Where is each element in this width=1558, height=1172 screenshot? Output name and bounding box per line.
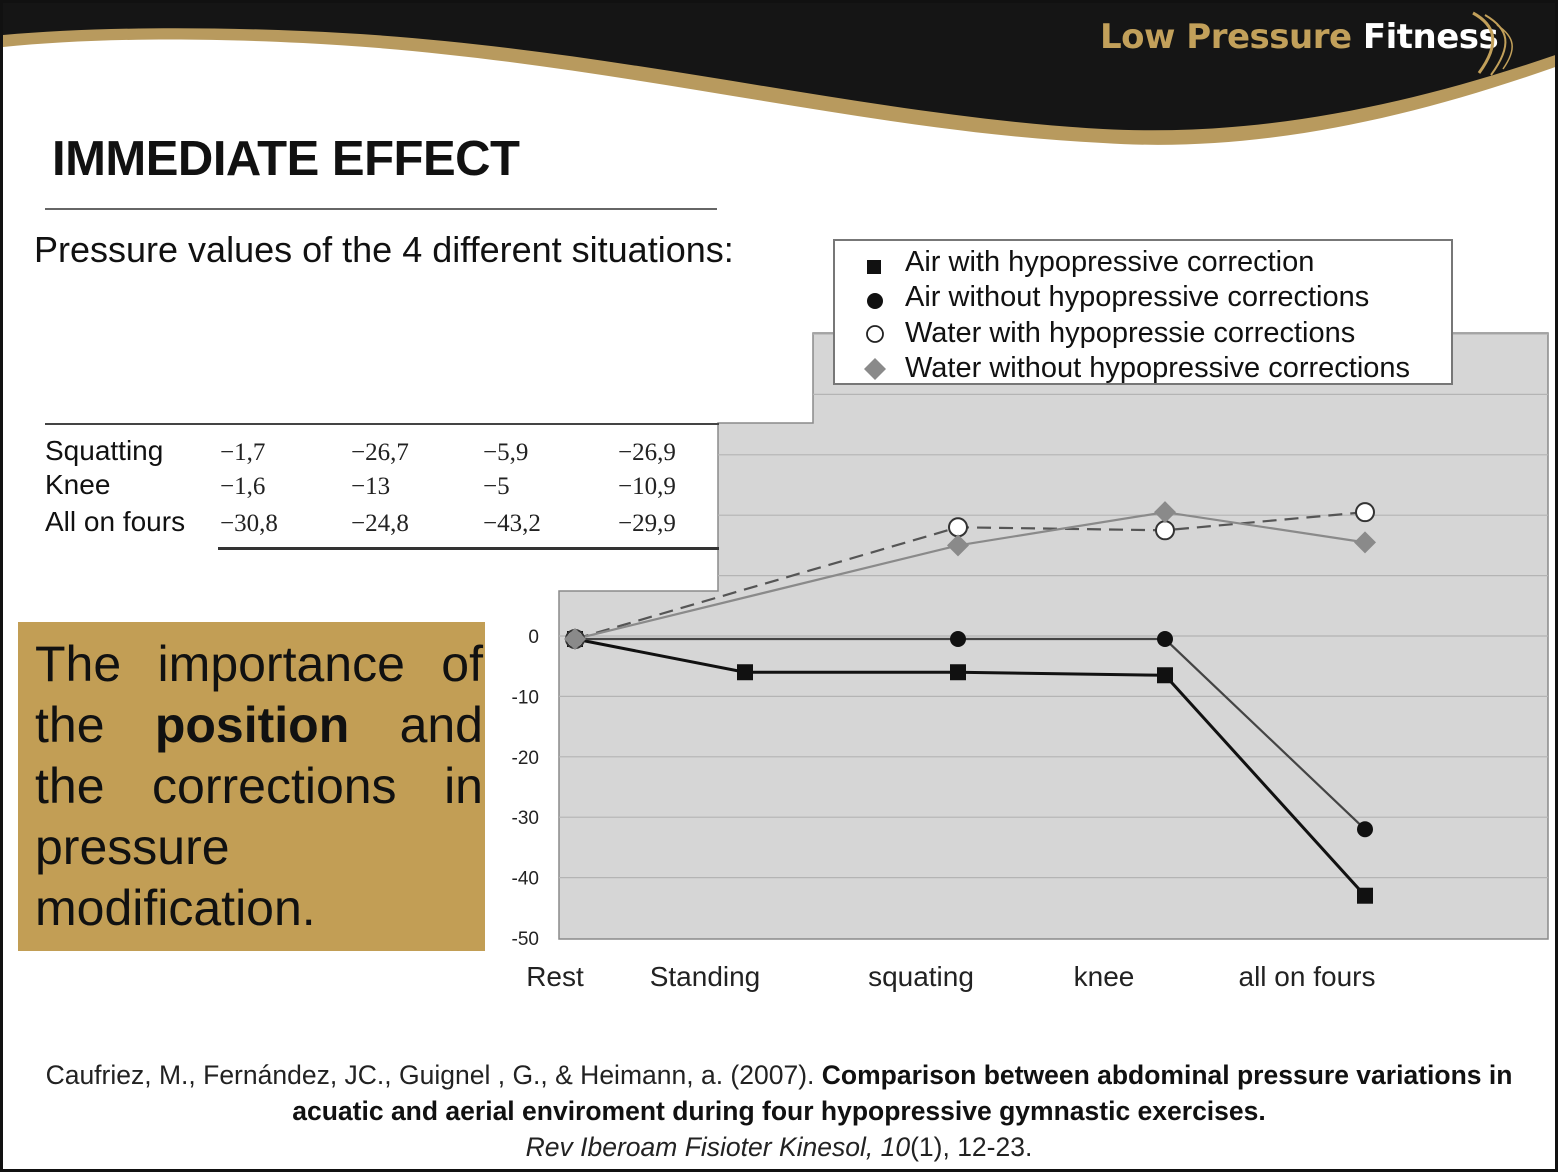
- table-cell: −5: [483, 473, 510, 500]
- x-tick-label: squating: [868, 961, 974, 992]
- table-cell: −1,6: [220, 473, 266, 500]
- citation-issue: (1), 12-23.: [910, 1132, 1033, 1162]
- data-point-diamond: [564, 628, 586, 651]
- legend-label: Air with hypopressive correction: [905, 246, 1315, 278]
- table-cell: −29,9: [618, 510, 676, 537]
- citation: Caufriez, M., Fernández, JC., Guignel , …: [3, 1057, 1555, 1165]
- citation-line: Caufriez, M., Fernández, JC., Guignel , …: [3, 1057, 1555, 1129]
- table-cell: −10,9: [618, 473, 676, 500]
- data-point-square: [1157, 667, 1173, 684]
- data-point-square: [737, 664, 753, 681]
- citation-journal: Rev Iberoam Fisioter Kinesol, 10: [525, 1132, 911, 1162]
- series-line: [574, 511, 1366, 641]
- data-point-diamond: [1354, 531, 1376, 554]
- series-markers: [564, 501, 1376, 904]
- legend-label: Air without hypopressive corrections: [905, 281, 1370, 313]
- chart-legend: Air with hypopressive correction Air wit…: [833, 239, 1453, 385]
- y-tick-label: -50: [512, 929, 539, 950]
- x-tick-label: Rest: [526, 961, 584, 992]
- citation-authors: Caufriez, M., Fernández, JC., Guignel , …: [45, 1060, 815, 1090]
- data-point-open-circle: [1155, 520, 1175, 541]
- data-point-square: [1357, 887, 1373, 904]
- key-message-box: The importance of the position and the c…: [18, 622, 485, 951]
- header-banner: [3, 3, 1555, 145]
- square-marker-icon: [867, 260, 881, 274]
- brand-logo: Low Pressure Fitness: [1100, 17, 1499, 57]
- x-axis-ticks: Rest Standing squating knee all on fours: [526, 961, 1375, 992]
- diamond-marker-icon: [864, 358, 886, 380]
- table-row: All on fours −30,8 −24,8 −43,2 −29,9: [45, 506, 719, 540]
- y-tick-label: -10: [512, 687, 539, 708]
- y-axis-ticks: 0 -10 -20 -30 -40 -50: [512, 627, 539, 950]
- gridlines: [559, 333, 1548, 879]
- data-point-diamond: [1154, 501, 1176, 524]
- data-point-circle: [1157, 631, 1173, 648]
- message-emphasis: position: [154, 697, 350, 753]
- message-part1: The importance of the: [35, 636, 483, 753]
- table-cell: −5,9: [483, 439, 529, 466]
- table-row: Squatting −1,7 −26,7 −5,9 −26,9: [45, 435, 719, 469]
- x-tick-label: Standing: [650, 961, 761, 992]
- y-tick-label: -20: [512, 748, 539, 769]
- y-tick-label: 0: [528, 627, 539, 648]
- data-point-circle: [1357, 821, 1373, 838]
- citation-source: Rev Iberoam Fisioter Kinesol, 10(1), 12-…: [3, 1129, 1555, 1165]
- brand-name-part1: Low Pressure: [1100, 17, 1352, 57]
- x-tick-label: all on fours: [1239, 961, 1376, 992]
- data-point-open-circle: [948, 517, 968, 538]
- row-label: All on fours: [45, 506, 186, 537]
- brand-name-part2: Fitness: [1362, 17, 1499, 57]
- message-part2: and the corrections in pressure modifica…: [35, 697, 483, 936]
- pressure-chart: 0 -10 -20 -30 -40 -50 Rest Standing squating kne…: [512, 332, 1549, 992]
- row-label: Knee: [45, 469, 111, 500]
- series-line: [575, 637, 1366, 831]
- table-top-rule: [45, 423, 719, 425]
- data-point-open-circle: [1355, 502, 1375, 523]
- table-cell: −24,8: [351, 510, 409, 537]
- data-point-circle: [950, 631, 966, 648]
- legend-label: Water without hypopressive corrections: [905, 352, 1411, 384]
- circle-marker-icon: [867, 293, 883, 309]
- slide-subtitle: Pressure values of the 4 different situa…: [34, 229, 734, 270]
- legend-item: Water with hypopressie corrections: [835, 316, 1445, 352]
- table-cell: −26,7: [351, 439, 409, 466]
- x-tick-label: knee: [1074, 961, 1135, 992]
- legend-label: Water with hypopressie corrections: [905, 317, 1356, 349]
- table-cell: −26,9: [618, 439, 676, 466]
- key-message: The importance of the position and the c…: [35, 634, 483, 939]
- title-divider: [45, 208, 717, 210]
- table-cell: −13: [351, 473, 391, 500]
- legend-item: Air with hypopressive correction: [835, 245, 1445, 281]
- open-circle-marker-icon: [866, 325, 884, 343]
- legend-item: Water without hypopressive corrections: [835, 351, 1445, 387]
- table-cell: −43,2: [483, 510, 541, 537]
- slide-title: IMMEDIATE EFFECT: [52, 132, 520, 186]
- citation-title: Comparison between abdominal pressure va…: [292, 1060, 1513, 1126]
- logo-swirl-icon: [1472, 11, 1513, 76]
- data-point-diamond: [947, 534, 969, 557]
- y-tick-label: -40: [512, 869, 539, 890]
- table-cell: −1,7: [220, 439, 266, 466]
- y-tick-label: -30: [512, 808, 539, 829]
- table-cell: −30,8: [220, 510, 278, 537]
- legend-item: Air without hypopressive corrections: [835, 280, 1445, 316]
- row-label: Squatting: [45, 435, 164, 466]
- table-bottom-rule: [218, 547, 719, 550]
- table-row: Knee −1,6 −13 −5 −10,9: [45, 469, 719, 503]
- data-point-square: [950, 664, 966, 681]
- series-line: [574, 511, 1366, 641]
